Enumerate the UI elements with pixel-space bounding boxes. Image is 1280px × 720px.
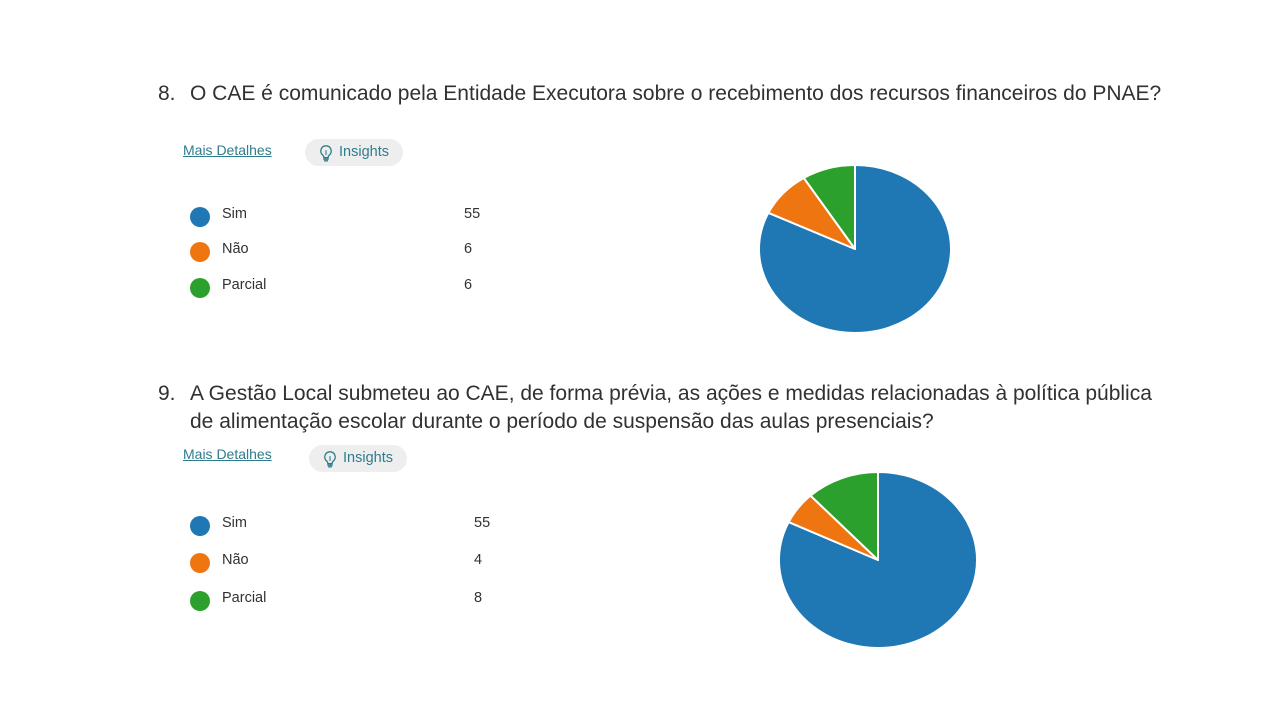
- legend-item-parcial: Parcial 8: [190, 588, 510, 611]
- more-details-link[interactable]: Mais Detalhes: [183, 446, 272, 462]
- legend-dot-sim: [190, 207, 210, 227]
- more-details-link[interactable]: Mais Detalhes: [183, 142, 272, 158]
- pie-chart: [758, 164, 952, 334]
- legend-label: Parcial: [222, 277, 267, 293]
- legend-item-nao: Não 4: [190, 550, 510, 573]
- question-number: 8.: [158, 82, 176, 105]
- legend-dot-nao: [190, 553, 210, 573]
- legend-count: 8: [474, 590, 483, 606]
- legend-label: Parcial: [222, 590, 267, 606]
- insights-button[interactable]: Insights: [309, 445, 407, 472]
- legend-label: Sim: [222, 206, 247, 222]
- legend-dot-nao: [190, 242, 210, 262]
- legend-label: Não: [222, 241, 249, 257]
- legend-dot-sim: [190, 516, 210, 536]
- legend-item-parcial: Parcial 6: [190, 275, 510, 298]
- question-text: A Gestão Local submeteu ao CAE, de forma…: [190, 382, 1152, 433]
- pie-slice-parcial[interactable]: [802, 164, 856, 250]
- lightbulb-icon: [324, 450, 336, 467]
- legend-count: 6: [464, 277, 473, 293]
- question-number: 9.: [158, 382, 176, 405]
- legend-item-sim: Sim 55: [190, 513, 510, 536]
- legend-dot-parcial: [190, 591, 210, 611]
- pie-slice-parcial[interactable]: [809, 471, 879, 561]
- lightbulb-icon: [320, 144, 332, 161]
- question-text: O CAE é comunicado pela Entidade Executo…: [190, 82, 1162, 105]
- pie-chart: [778, 471, 978, 649]
- legend-label: Não: [222, 552, 249, 568]
- legend-dot-parcial: [190, 278, 210, 298]
- legend-count: 55: [464, 206, 481, 222]
- question-9: 9. A Gestão Local submeteu ao CAE, de fo…: [0, 380, 1280, 670]
- insights-button[interactable]: Insights: [305, 139, 403, 166]
- legend-item-nao: Não 6: [190, 239, 510, 262]
- insights-label: Insights: [343, 450, 393, 466]
- legend-count: 4: [474, 552, 483, 568]
- legend-item-sim: Sim 55: [190, 204, 510, 227]
- question-8: 8. O CAE é comunicado pela Entidade Exec…: [0, 80, 1280, 370]
- legend-label: Sim: [222, 515, 247, 531]
- legend-count: 6: [464, 241, 473, 257]
- insights-label: Insights: [339, 144, 389, 160]
- legend-count: 55: [474, 515, 491, 531]
